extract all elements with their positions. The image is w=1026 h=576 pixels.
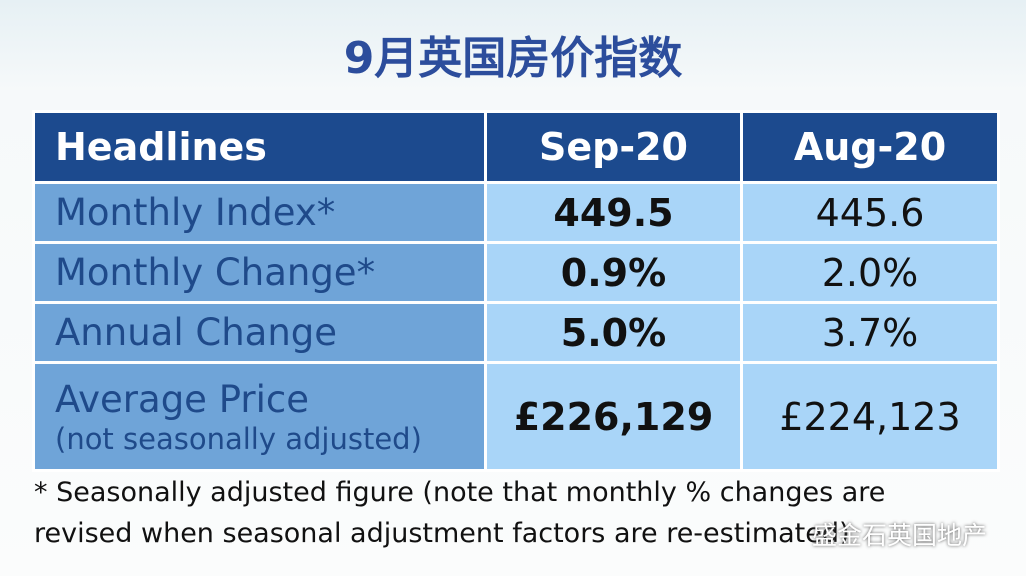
header-cell: Sep-20 [484, 110, 743, 184]
row-sublabel: (not seasonally adjusted) [55, 421, 422, 456]
footnote: revised when seasonal adjustment factors… [34, 518, 850, 549]
header-cell: Aug-20 [740, 110, 1000, 184]
row: Monthly Index* 449.5 445.6 [32, 181, 1000, 244]
cell: 445.6 [740, 181, 1000, 244]
row-label: Average Price [55, 377, 309, 421]
header-cell: Headlines [32, 110, 487, 184]
row-label: Annual Change [32, 301, 487, 364]
cell: 2.0% [740, 241, 1000, 304]
cell: 0.9% [484, 241, 743, 304]
row-label: Monthly Change* [32, 241, 487, 304]
cell: 5.0% [484, 301, 743, 364]
row: Average Price (not seasonally adjusted) £… [32, 361, 1000, 472]
cell: 3.7% [740, 301, 1000, 364]
row-label: Monthly Index* [32, 181, 487, 244]
cell: £224,123 [740, 361, 1000, 472]
hpi-table: Headlines Sep-20 Aug-20 Monthly Index* 4… [32, 110, 1000, 472]
footnote: * Seasonally adjusted figure (note that … [34, 477, 886, 508]
title: 9月英国房价指数 [343, 33, 683, 84]
row: Annual Change 5.0% 3.7% [32, 301, 1000, 364]
row: Monthly Change* 0.9% 2.0% [32, 241, 1000, 304]
header-row: Headlines Sep-20 Aug-20 [32, 110, 1000, 184]
cell: £226,129 [484, 361, 743, 472]
row-label-cell: Average Price (not seasonally adjusted) [32, 361, 487, 472]
cell: 449.5 [484, 181, 743, 244]
watermark: 盛金石英国地产 [812, 521, 988, 550]
